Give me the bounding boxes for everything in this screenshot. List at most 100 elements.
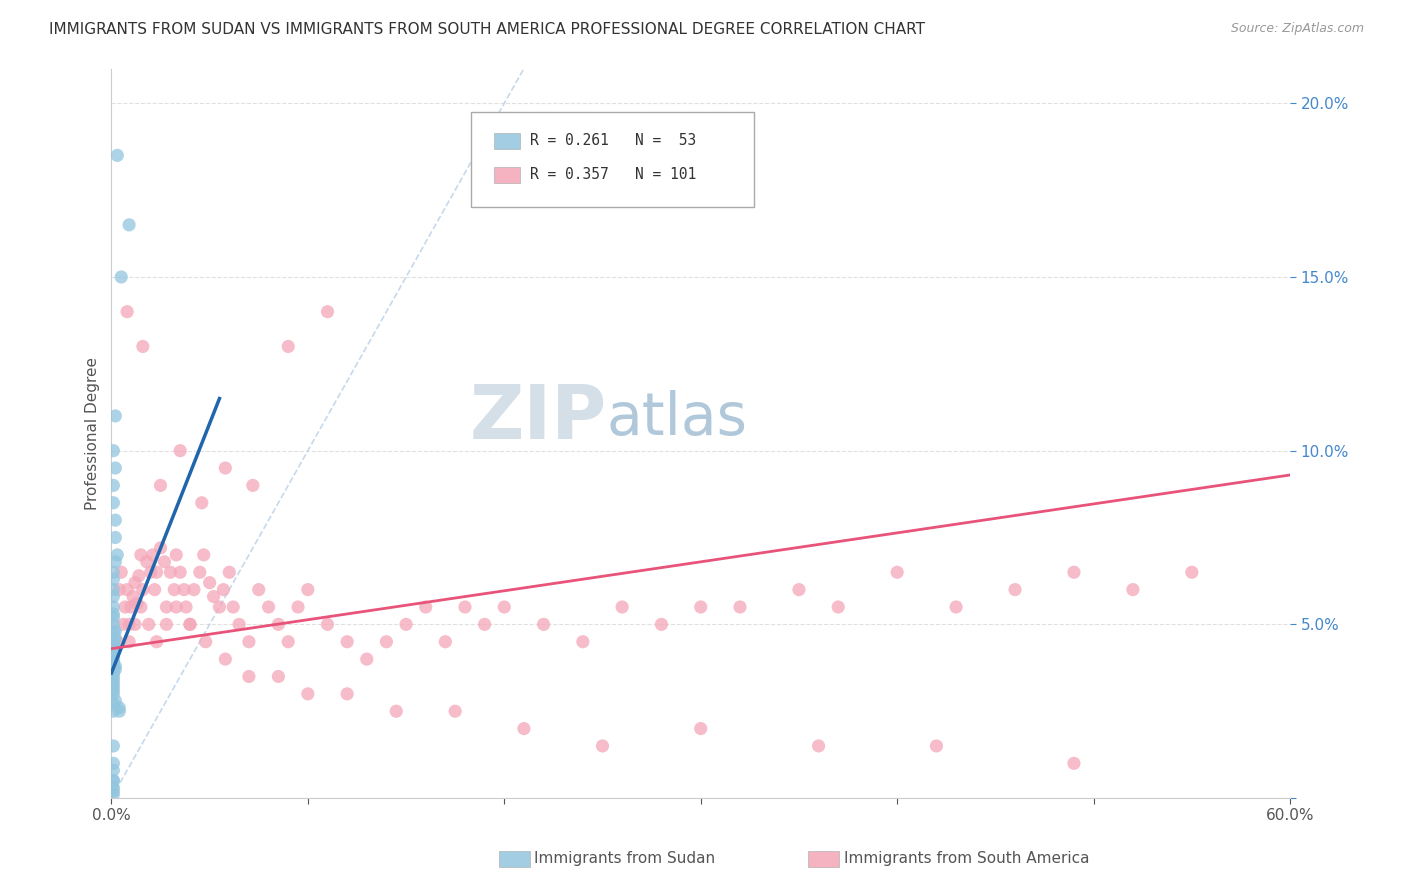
Point <box>103 443 125 458</box>
Point <box>214 652 236 666</box>
Point <box>104 659 127 673</box>
Point <box>104 409 127 423</box>
Point <box>118 634 141 648</box>
Point <box>103 680 125 694</box>
Point <box>104 531 127 545</box>
Point <box>142 548 165 562</box>
Point <box>395 617 418 632</box>
Point <box>242 478 264 492</box>
Point <box>257 599 280 614</box>
Point <box>120 599 142 614</box>
Point <box>267 617 290 632</box>
Point <box>138 617 160 632</box>
Point <box>336 687 359 701</box>
Point <box>103 599 125 614</box>
Point <box>212 582 235 597</box>
Point <box>103 683 125 698</box>
Text: Immigrants from Sudan: Immigrants from Sudan <box>534 851 716 865</box>
Point <box>610 599 633 614</box>
Point <box>1063 756 1085 771</box>
Point <box>1063 566 1085 580</box>
Point <box>103 704 125 718</box>
Text: ZIP: ZIP <box>470 382 606 455</box>
Point <box>104 694 127 708</box>
Point <box>267 669 290 683</box>
Point <box>297 687 319 701</box>
Point <box>115 582 138 597</box>
Point <box>149 541 172 555</box>
Point <box>105 548 128 562</box>
Y-axis label: Professional Degree: Professional Degree <box>86 357 100 510</box>
Point <box>129 548 152 562</box>
Point <box>297 582 319 597</box>
Point <box>494 599 516 614</box>
Point <box>925 739 948 753</box>
Point <box>103 676 125 690</box>
Point <box>145 566 167 580</box>
Point <box>202 590 225 604</box>
Point <box>145 634 167 648</box>
Point <box>375 634 398 648</box>
Text: Source: ZipAtlas.com: Source: ZipAtlas.com <box>1230 22 1364 36</box>
Point <box>193 548 215 562</box>
Point <box>945 599 967 614</box>
Point <box>356 652 378 666</box>
Point <box>103 665 125 680</box>
Point <box>103 780 125 795</box>
Text: atlas: atlas <box>606 390 748 447</box>
Point <box>103 590 125 604</box>
Point <box>238 669 260 683</box>
Point <box>124 575 146 590</box>
Point <box>572 634 595 648</box>
Point <box>103 784 125 798</box>
Text: IMMIGRANTS FROM SUDAN VS IMMIGRANTS FROM SOUTH AMERICA PROFESSIONAL DEGREE CORRE: IMMIGRANTS FROM SUDAN VS IMMIGRANTS FROM… <box>49 22 925 37</box>
Bar <box>495 133 520 149</box>
Point <box>277 634 299 648</box>
Point <box>169 566 191 580</box>
Point <box>592 739 614 753</box>
Point <box>114 599 136 614</box>
Point <box>385 704 408 718</box>
Point <box>191 496 214 510</box>
Point <box>1181 566 1204 580</box>
Point <box>103 648 125 663</box>
Point <box>103 698 125 712</box>
Point <box>434 634 457 648</box>
Point <box>103 607 125 621</box>
Point <box>153 555 176 569</box>
Point <box>165 548 187 562</box>
Text: Immigrants from South America: Immigrants from South America <box>844 851 1090 865</box>
Point <box>103 617 125 632</box>
Point <box>188 566 211 580</box>
Point <box>173 582 195 597</box>
Point <box>218 566 240 580</box>
Point <box>827 599 849 614</box>
Point <box>214 461 236 475</box>
Point <box>104 641 127 656</box>
Point <box>183 582 205 597</box>
Point <box>118 218 141 232</box>
Point <box>104 624 127 639</box>
Point <box>228 617 250 632</box>
Point <box>125 597 148 611</box>
Point <box>103 582 125 597</box>
Point <box>118 617 141 632</box>
Point <box>103 645 125 659</box>
Point <box>155 599 177 614</box>
Point <box>194 634 217 648</box>
Point <box>103 669 125 683</box>
Point <box>105 148 128 162</box>
Point <box>103 656 125 670</box>
Point <box>316 304 339 318</box>
Point <box>159 566 181 580</box>
Point <box>108 582 131 597</box>
Point <box>474 617 496 632</box>
Point <box>179 617 201 632</box>
Point <box>110 566 132 580</box>
Point <box>277 339 299 353</box>
Point <box>112 617 135 632</box>
Point <box>103 610 125 624</box>
Point <box>103 756 125 771</box>
Point <box>689 722 711 736</box>
Point <box>169 443 191 458</box>
